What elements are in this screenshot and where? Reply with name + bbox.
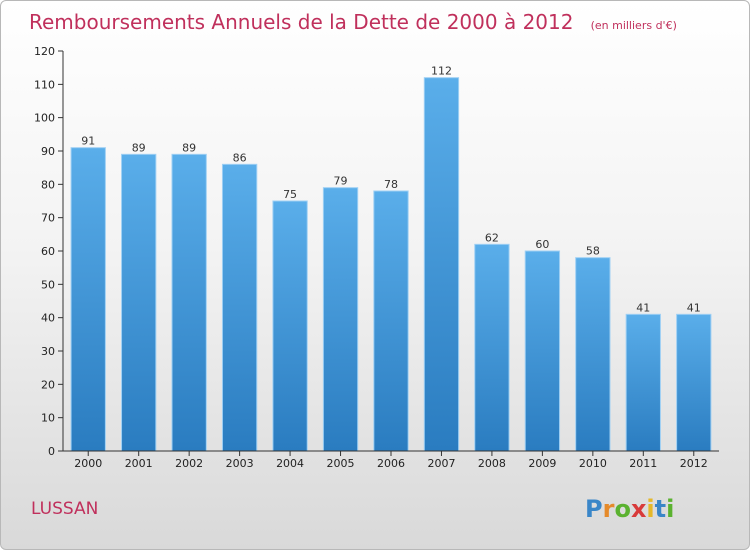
y-tick-label: 50 — [41, 278, 55, 291]
data-label-2009: 60 — [535, 238, 549, 251]
bar-2008 — [474, 243, 510, 452]
bar-2007 — [423, 77, 460, 452]
y-tick-label: 40 — [41, 312, 55, 325]
data-label-2002: 89 — [182, 141, 196, 154]
x-tick-label-2012: 2012 — [680, 457, 708, 470]
x-tick-label-2011: 2011 — [629, 457, 657, 470]
data-label-2000: 91 — [81, 135, 95, 148]
bar-2009 — [524, 250, 561, 452]
bar-2011 — [625, 313, 661, 452]
bar-2000 — [70, 147, 106, 452]
logo-letter: r — [603, 495, 615, 523]
logo-letter: P — [585, 495, 603, 523]
x-tick-label-2005: 2005 — [327, 457, 355, 470]
bar-2003 — [221, 163, 258, 452]
data-label-2010: 58 — [586, 245, 600, 258]
y-tick-label: 100 — [34, 112, 55, 125]
x-tick-label-2001: 2001 — [125, 457, 153, 470]
y-tick-label: 60 — [41, 245, 55, 258]
y-tick-label: 30 — [41, 345, 55, 358]
data-label-2011: 41 — [636, 301, 650, 314]
chart-title: Remboursements Annuels de la Dette de 20… — [29, 10, 677, 34]
data-label-2012: 41 — [687, 301, 701, 314]
proxiti-logo: Proxiti — [585, 495, 674, 523]
x-tick-label-2009: 2009 — [528, 457, 556, 470]
x-tick-label-2000: 2000 — [74, 457, 102, 470]
bar-2010 — [575, 257, 611, 452]
data-label-2001: 89 — [132, 141, 146, 154]
data-label-2004: 75 — [283, 188, 297, 201]
x-tick-label-2007: 2007 — [427, 457, 455, 470]
x-axis: 2000 2001 2002 2003 2004 2005 2006 2007 2008 2009… — [63, 450, 719, 470]
commune-name: LUSSAN — [31, 499, 98, 519]
logo-letter: o — [614, 495, 631, 523]
bar-2012 — [676, 313, 712, 452]
data-label-2007: 112 — [431, 65, 452, 78]
x-tick-label-2010: 2010 — [579, 457, 607, 470]
x-tick-label-2006: 2006 — [377, 457, 405, 470]
data-label-2006: 78 — [384, 178, 398, 191]
bar-2001 — [121, 153, 157, 452]
logo-letter: i — [646, 495, 654, 523]
x-tick-label-2002: 2002 — [175, 457, 203, 470]
x-tick-label-2008: 2008 — [478, 457, 506, 470]
y-tick-label: 110 — [34, 78, 55, 91]
data-label-2003: 86 — [233, 151, 247, 164]
y-tick-label: 120 — [34, 45, 55, 58]
bar-2005 — [322, 187, 359, 452]
data-label-2005: 79 — [334, 175, 348, 188]
x-tick-label-2003: 2003 — [226, 457, 254, 470]
bar-2002 — [171, 153, 207, 452]
x-tick-label-2004: 2004 — [276, 457, 304, 470]
logo-letter: x — [631, 495, 647, 523]
y-tick-label: 70 — [41, 212, 55, 225]
bar-2006 — [373, 190, 409, 452]
y-tick-label: 80 — [41, 178, 55, 191]
data-label-2008: 62 — [485, 231, 499, 244]
y-tick-label: 10 — [41, 412, 55, 425]
y-axis: 0 10 20 30 40 50 60 70 80 90 100 110 120 — [34, 45, 64, 458]
y-tick-label: 20 — [41, 378, 55, 391]
y-tick-label: 90 — [41, 145, 55, 158]
bar-2004 — [272, 200, 308, 452]
bars: 91 89 89 86 75 79 78 112 62 60 58 41 41 — [70, 65, 712, 452]
y-tick-label: 0 — [48, 445, 55, 458]
logo-letter: i — [666, 495, 674, 523]
logo-letter: t — [655, 495, 666, 523]
